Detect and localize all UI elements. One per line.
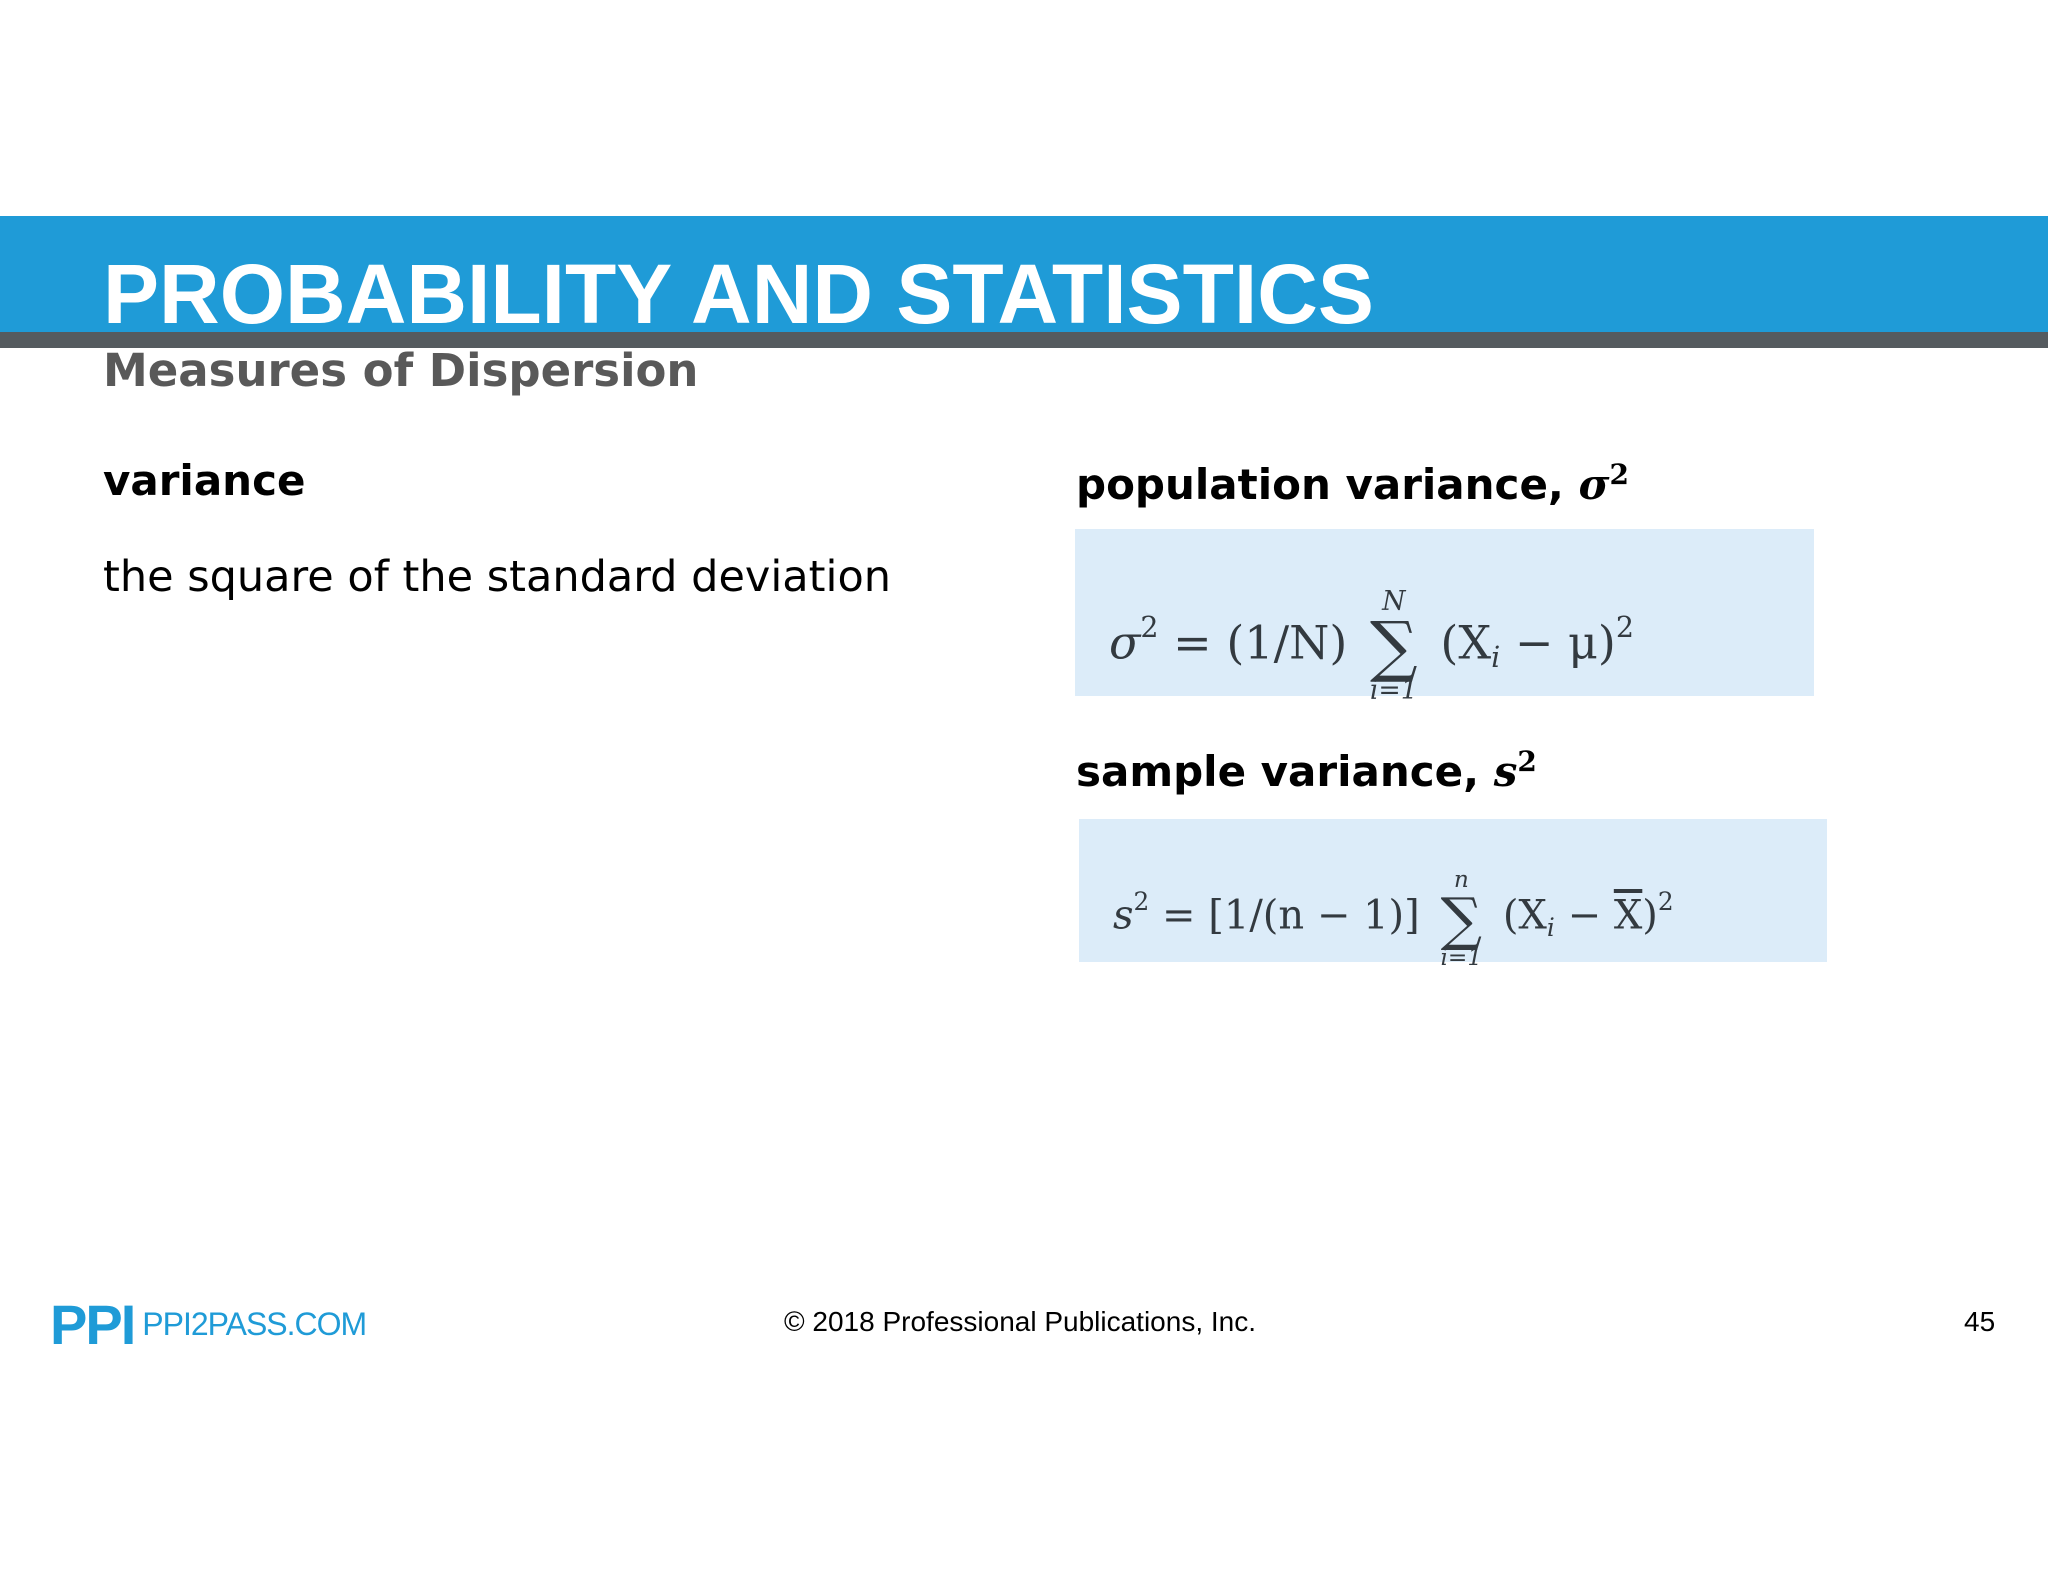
sample-variance-formula-box: s2 = [1/(n − 1)] n ∑ i=1 (Xi − X)2	[1079, 819, 1827, 970]
header-divider	[0, 332, 2048, 348]
population-variance-formula-box: σ2 = (1/N) N ∑ i=1 (Xi − μ)2	[1075, 529, 1814, 706]
population-variance-heading: population variance, σ2	[1076, 458, 1629, 509]
population-variance-formula: σ2 = (1/N) N ∑ i=1 (Xi − μ)2	[1109, 586, 1635, 707]
ppi-logo: PPI PPI2PASS.COM	[50, 1292, 367, 1357]
summation: n ∑ i=1	[1440, 866, 1483, 971]
population-variance-label: population variance,	[1076, 460, 1564, 509]
sample-variance-heading: sample variance, s2	[1076, 745, 1537, 796]
sample-variance-formula: s2 = [1/(n − 1)] n ∑ i=1 (Xi − X)2	[1113, 866, 1674, 971]
copyright: © 2018 Professional Publications, Inc.	[784, 1306, 1257, 1337]
sample-variance-label: sample variance,	[1076, 747, 1480, 796]
logo-mark: PPI	[50, 1293, 136, 1356]
sample-variance-symbol: s2	[1493, 745, 1537, 796]
page-subtitle: Measures of Dispersion	[103, 344, 699, 397]
population-variance-symbol: σ2	[1578, 458, 1629, 509]
page-title: PROBABILITY AND STATISTICS	[103, 247, 1374, 341]
summation: N ∑ i=1	[1369, 586, 1418, 707]
header-band	[0, 216, 2048, 332]
term-heading: variance	[103, 456, 306, 505]
term-definition: the square of the standard deviation	[103, 552, 892, 602]
logo-site: PPI2PASS.COM	[142, 1306, 367, 1342]
page-number: 45	[1964, 1306, 1996, 1337]
